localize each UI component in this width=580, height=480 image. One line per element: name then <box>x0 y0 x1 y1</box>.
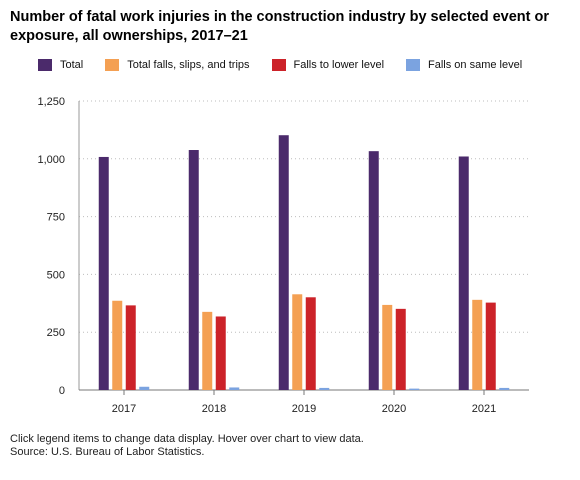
bar-2018-falls-to-lower-level <box>215 316 226 390</box>
bar-2019-falls-to-lower-level <box>305 297 316 390</box>
bar-2021-falls-to-lower-level <box>485 302 496 390</box>
bar-2020-falls-on-same-level <box>409 388 420 390</box>
bar-2019-total <box>278 135 289 390</box>
legend-swatch-falls-same <box>406 59 421 71</box>
bar-2020-falls-to-lower-level <box>395 308 406 390</box>
x-tick-label-2020: 2020 <box>382 403 406 415</box>
bar-2021-falls-on-same-level <box>499 387 510 390</box>
footnote-instructions: Click legend items to change data displa… <box>10 433 364 445</box>
bar-2020-total-falls-slips-and-trips <box>382 304 393 390</box>
bar-2018-total-falls-slips-and-trips <box>202 311 213 390</box>
footnote-source: Source: U.S. Bureau of Labor Statistics. <box>10 446 205 458</box>
bar-2019-falls-on-same-level <box>319 387 330 390</box>
bar-2018-total <box>188 150 199 390</box>
x-tick-label-2018: 2018 <box>202 403 226 415</box>
y-tick-label-250: 250 <box>47 327 65 339</box>
y-tick-label-0: 0 <box>59 385 65 397</box>
legend-item-falls-same[interactable]: Falls on same level <box>406 59 522 71</box>
y-tick-label-500: 500 <box>47 269 65 281</box>
bar-2017-falls-to-lower-level <box>125 305 136 390</box>
x-tick-label-2017: 2017 <box>112 403 136 415</box>
bar-2021-total-falls-slips-and-trips <box>472 299 483 390</box>
bar-2017-total <box>98 156 109 390</box>
bar-2021-total <box>458 156 469 390</box>
legend-label-total: Total <box>60 59 84 71</box>
legend-swatch-total <box>38 59 52 71</box>
y-tick-label-1250: 1,250 <box>37 96 65 108</box>
x-tick-label-2019: 2019 <box>292 403 316 415</box>
y-tick-label-750: 750 <box>47 212 65 224</box>
legend-item-falls-lower[interactable]: Falls to lower level <box>271 59 385 71</box>
chart-plot: 0 250 500 750 1,000 1,250 2017 2018 2019 2020 2021 <box>37 96 529 415</box>
legend-label-falls-lower: Falls to lower level <box>293 59 385 71</box>
legend-label-falls-same: Falls on same level <box>428 59 523 71</box>
bar-2020-total <box>368 151 379 390</box>
bar-2018-falls-on-same-level <box>229 387 240 390</box>
bar-2017-falls-on-same-level <box>139 386 150 390</box>
legend-label-total-falls: Total falls, slips, and trips <box>127 59 250 71</box>
legend: Total Total falls, slips, and trips Fall… <box>38 57 544 73</box>
x-tick-label-2021: 2021 <box>472 403 496 415</box>
footnote: Click legend items to change data displa… <box>10 433 364 459</box>
legend-swatch-falls-lower <box>271 59 286 71</box>
legend-swatch-total-falls <box>105 59 120 71</box>
legend-item-total-falls[interactable]: Total falls, slips, and trips <box>105 59 250 71</box>
bar-2019-total-falls-slips-and-trips <box>292 294 303 390</box>
y-tick-label-1000: 1,000 <box>37 154 65 166</box>
chart-title: Number of fatal work injuries in the con… <box>10 9 550 44</box>
legend-item-total[interactable]: Total <box>38 59 83 71</box>
bar-2017-total-falls-slips-and-trips <box>112 300 123 390</box>
